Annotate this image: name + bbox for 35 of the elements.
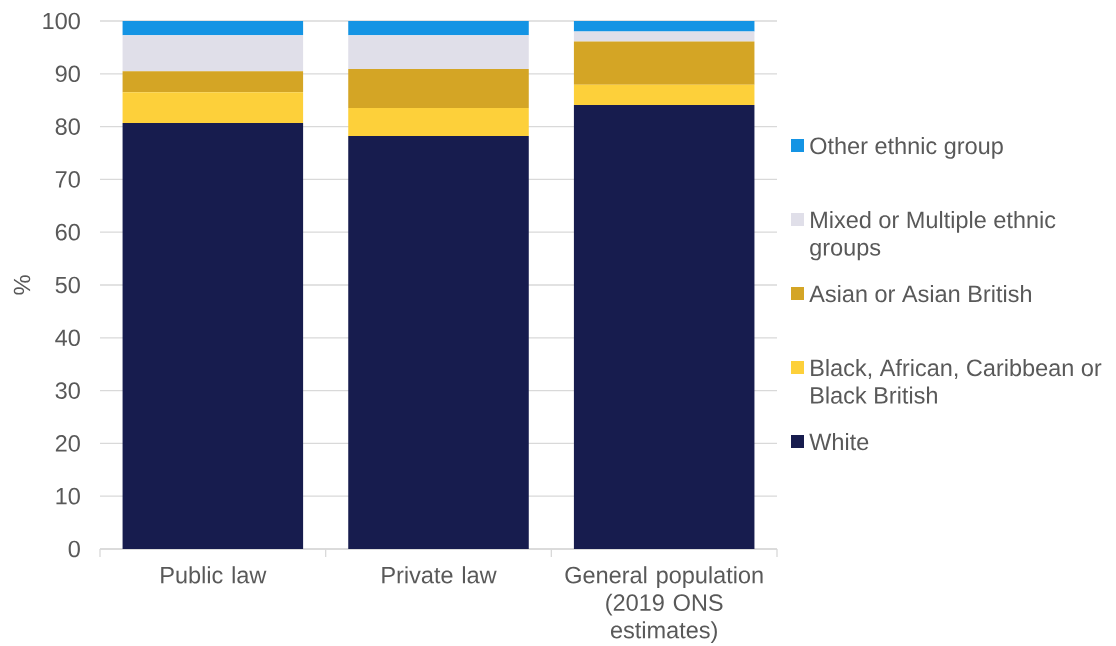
x-tick-label: General population (2019 ONS estimates): [565, 566, 763, 644]
bar: [348, 108, 529, 137]
bar: [122, 92, 304, 123]
y-tick-label: 60: [55, 223, 80, 241]
y-tick-label: 30: [55, 382, 80, 399]
legend-label: Asian or Asian British: [809, 284, 1031, 303]
y-axis-title: %: [13, 275, 31, 295]
legend-label: Black, African, Caribbean or Black British: [811, 358, 1102, 404]
bar: [348, 35, 529, 70]
y-tick-label: 90: [55, 65, 80, 83]
bar: [348, 20, 529, 36]
legend-label: Mixed or Multiple ethnic groups: [810, 210, 1056, 261]
y-tick-label: 80: [55, 118, 80, 135]
bar: [573, 31, 755, 42]
bar: [573, 41, 755, 85]
y-tick-label: 20: [55, 435, 80, 452]
bar: [122, 71, 304, 93]
bar: [122, 35, 304, 72]
legend-label: White: [809, 432, 869, 451]
legend-label: Other ethnic group: [810, 136, 1003, 159]
bar: [122, 20, 304, 36]
y-tick-label: 10: [56, 487, 80, 505]
bar: [573, 104, 755, 549]
y-tick-label: 70: [55, 171, 80, 188]
bar: [573, 84, 755, 105]
y-tick-label: 100: [43, 12, 80, 30]
bar: [348, 69, 529, 109]
x-tick-label: Public law: [161, 566, 267, 584]
bar: [122, 122, 304, 549]
y-tick-label: 50: [55, 276, 80, 294]
y-tick-label: 0: [68, 540, 80, 558]
bar: [573, 20, 755, 32]
x-tick-label: Private law: [382, 566, 497, 584]
bar: [348, 136, 529, 549]
y-tick-label: 40: [55, 329, 80, 347]
